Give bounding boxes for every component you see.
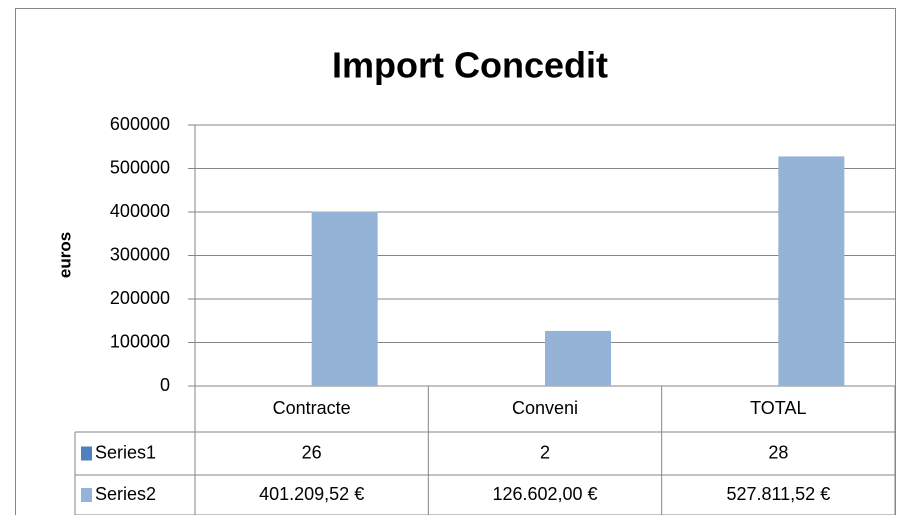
y-axis-label: euros (55, 232, 74, 278)
legend-key (81, 488, 92, 502)
y-tick-label: 100000 (110, 331, 170, 351)
legend-label: Series2 (95, 484, 156, 504)
table-value: 2 (540, 442, 550, 462)
bar (545, 330, 611, 386)
y-tick-label: 200000 (110, 288, 170, 308)
legend-key (81, 446, 92, 461)
table-value: 28 (768, 442, 788, 462)
y-tick-label: 500000 (110, 157, 170, 177)
table-value: 527.811,52 € (726, 484, 830, 504)
bar (311, 211, 378, 386)
y-tick-label: 300000 (110, 244, 170, 264)
chart-border (15, 8, 896, 515)
y-tick-label: 600000 (110, 114, 170, 134)
table-value: 126.602,00 € (492, 484, 597, 504)
x-tick-label: Conveni (512, 398, 578, 418)
table-value: 401.209,52 € (259, 484, 364, 504)
y-tick-label: 400000 (110, 201, 170, 221)
y-tick-label: 0 (160, 375, 170, 395)
bar (778, 156, 845, 386)
legend-label: Series1 (95, 442, 156, 462)
table-value: 26 (302, 442, 322, 462)
chart-title: Import Concedit (332, 45, 608, 86)
x-tick-label: Contracte (273, 398, 351, 418)
x-tick-label: TOTAL (750, 398, 806, 418)
